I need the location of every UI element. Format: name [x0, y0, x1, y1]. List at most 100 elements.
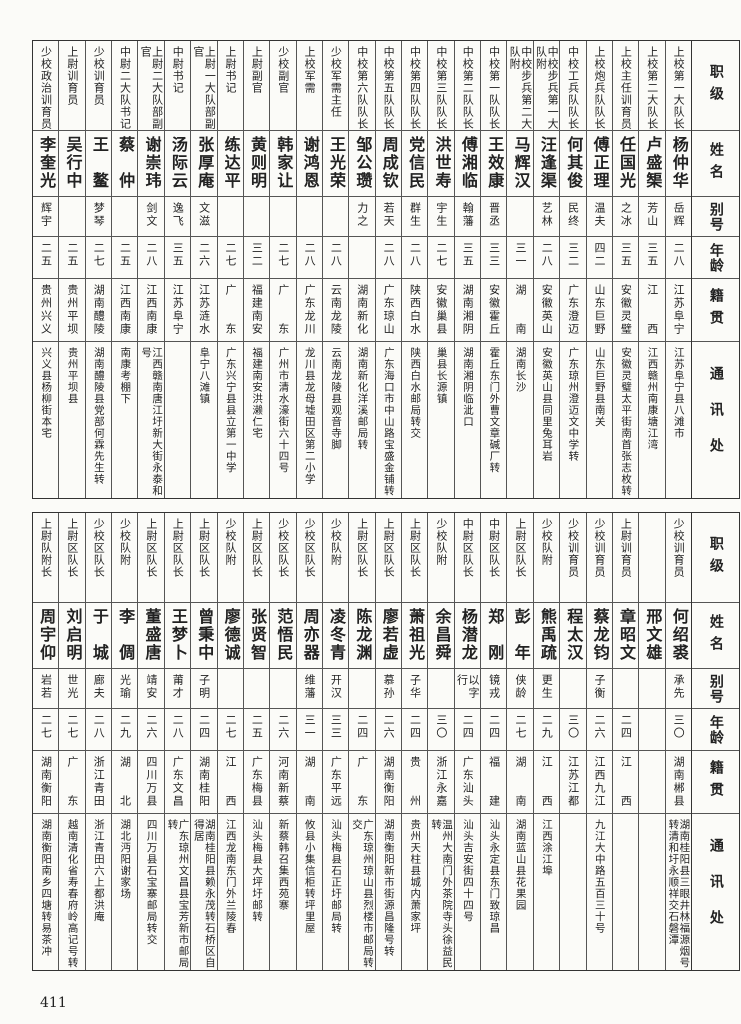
addr-cell	[165, 342, 190, 498]
name-cell: 黄则明	[243, 131, 270, 197]
alias-cell: 子衡	[586, 669, 612, 709]
rank-text: 中校第二队队长	[461, 46, 475, 130]
header-label: 姓名	[707, 141, 724, 186]
name-cell: 郑 刚	[481, 603, 507, 669]
name-text: 章昭文	[617, 608, 636, 662]
alias-cell	[243, 197, 270, 237]
roster-entry: 上校第二大队长 卢盛榘 芳山 三五江 西江西赣州南康塘江湾	[638, 41, 665, 498]
rank-text: 上尉区队长	[171, 518, 185, 578]
name-text: 何绍裘	[669, 608, 689, 662]
addr-cell: 龙川县龙母墟田区第二小学	[297, 342, 322, 498]
name-text: 张厚庵	[195, 136, 215, 190]
rank-text: 少校训育员	[92, 46, 106, 106]
header-column: 职级 姓名 别号 年龄 籍贯 通讯处	[691, 41, 739, 498]
name-text: 韩家让	[274, 136, 294, 190]
name-cell: 王梦卜	[164, 603, 191, 669]
alias-cell: 辉宇	[33, 197, 59, 237]
roster-entry: 中校第三队队长 洪世寿 宇生 二七 安徽巢县 巢县长源镇	[427, 41, 454, 498]
age-text: 二六	[382, 714, 396, 740]
roster-entry: 中尉区队长郑 刚镜戎 二四福 建汕头永定县东门致琼昌	[480, 513, 507, 970]
name-text: 杨潜龙	[458, 608, 478, 662]
age-text: 二四	[487, 714, 501, 740]
rank-cell: 上尉副官	[243, 41, 270, 131]
addr-cell: 安徽灵璧太平街南首张志枚转	[613, 342, 638, 498]
rank-cell: 中校第五队队长	[375, 41, 402, 131]
age-text: 二四	[355, 714, 369, 740]
age-cell: 二七	[270, 237, 296, 279]
age-text: 二七	[223, 242, 237, 268]
name-cell: 汪逢渠	[533, 131, 560, 197]
name-cell: 程太汉	[560, 603, 586, 669]
rank-cell: 上尉二大队部副官	[138, 41, 164, 131]
rank-cell: 上校主任训育员	[612, 41, 639, 131]
name-text: 曾秉中	[195, 608, 215, 662]
alias-cell: 宇生	[428, 197, 454, 237]
alias-cell: 剑文	[138, 197, 164, 237]
age-text: 二八	[408, 242, 422, 268]
origin-cell: 江 西	[533, 751, 560, 814]
header-label: 通讯处	[707, 838, 724, 946]
rank-text: 上尉区队长	[250, 518, 264, 578]
header-label: 年龄	[707, 714, 724, 745]
origin-cell: 湖南桂阳	[191, 751, 217, 814]
alias-cell	[428, 669, 454, 709]
alias-text: 民终	[566, 202, 580, 228]
origin-text: 广 东	[223, 284, 237, 336]
alias-text: 承先	[672, 674, 686, 700]
origin-cell: 山东巨野	[586, 279, 612, 342]
origin-text: 湖南郴县	[672, 756, 686, 808]
addr-text: 湖南醴陵县党部何霖先生转	[92, 347, 105, 485]
age-cell: 二八	[138, 237, 164, 279]
alias-cell: 光瑜	[112, 669, 138, 709]
rank-text: 上尉区队长	[355, 518, 369, 578]
age-cell: 二七	[217, 237, 243, 279]
header-label: 姓名	[707, 613, 724, 658]
age-cell: 二七	[428, 237, 454, 279]
origin-text: 广东汕头	[461, 756, 475, 808]
rank-text: 上校军需	[303, 46, 317, 94]
age-text: 三五	[461, 242, 475, 268]
origin-cell: 安徽霍丘	[481, 279, 507, 342]
alias-text: 世光	[65, 674, 79, 700]
addr-cell: 霍丘东门外曹文章碱厂转	[481, 342, 506, 498]
age-cell: 二四	[454, 709, 481, 751]
origin-cell: 江苏涟水	[191, 279, 217, 342]
name-cell: 王效康	[481, 131, 507, 197]
age-text: 二七	[65, 714, 79, 740]
origin-cell: 江苏江都	[560, 751, 586, 814]
alias-cell: 子华	[402, 669, 428, 709]
addr-text: 汕头梅县石正圩邮局转	[330, 819, 343, 934]
name-text: 董盛唐	[142, 608, 162, 662]
addr-text: 贵州天柱县城内萧家坪	[409, 819, 422, 934]
origin-text: 江苏阜宁	[672, 284, 686, 336]
name-text: 廖若虚	[379, 608, 399, 662]
rank-cell: 中校工兵队队长	[560, 41, 586, 131]
rank-text: 上尉书记	[223, 46, 237, 94]
alias-text: 之冰	[619, 202, 633, 228]
origin-cell: 浙江永嘉	[428, 751, 454, 814]
age-text: 三五	[619, 242, 633, 268]
name-text: 熊禹疏	[537, 608, 557, 662]
rank-text: 上校第一大队长	[672, 46, 686, 130]
name-cell: 练达平	[217, 131, 243, 197]
age-text: 四二	[593, 242, 607, 268]
roster-entry: 少校训育员 何绍裘 承先 三〇 湖南郴县 湖南桂阳县三眼井林福源烟号转清和圩永顺祥交石磐潭	[664, 513, 691, 970]
header-cell-age: 年龄	[692, 237, 739, 279]
addr-cell: 九江大中路五百三十号	[587, 814, 612, 970]
rank-cell: 上尉书记	[217, 41, 243, 131]
rank-text: 中校第三队队长	[434, 46, 448, 130]
origin-text: 贵州平坝	[65, 284, 79, 336]
alias-cell	[612, 669, 639, 709]
addr-cell: 四川万县石宝寨邮局转交	[138, 814, 163, 970]
roster-entry: 少校区队长 周亦器 维藩 三一湖 南攸县小集信柜转坪里屋	[295, 513, 322, 970]
rank-text: 少校队附	[118, 518, 132, 566]
addr-cell: 广东兴宁县县立第一中学	[218, 342, 243, 498]
origin-cell: 湖南衡阳	[33, 751, 59, 814]
origin-text: 陕西白水	[408, 284, 422, 336]
addr-cell: 江西龙南东门外兰陵春	[218, 814, 243, 970]
rank-cell: 上尉训育员	[612, 513, 639, 603]
origin-cell: 江 西	[612, 751, 639, 814]
roster-entry: 中尉书记 汤际云 逸飞 三五 江苏阜宁	[163, 41, 191, 498]
addr-cell: 汕头吉安街四十四号	[455, 814, 480, 970]
rank-text: 中校工兵队队长	[566, 46, 580, 130]
